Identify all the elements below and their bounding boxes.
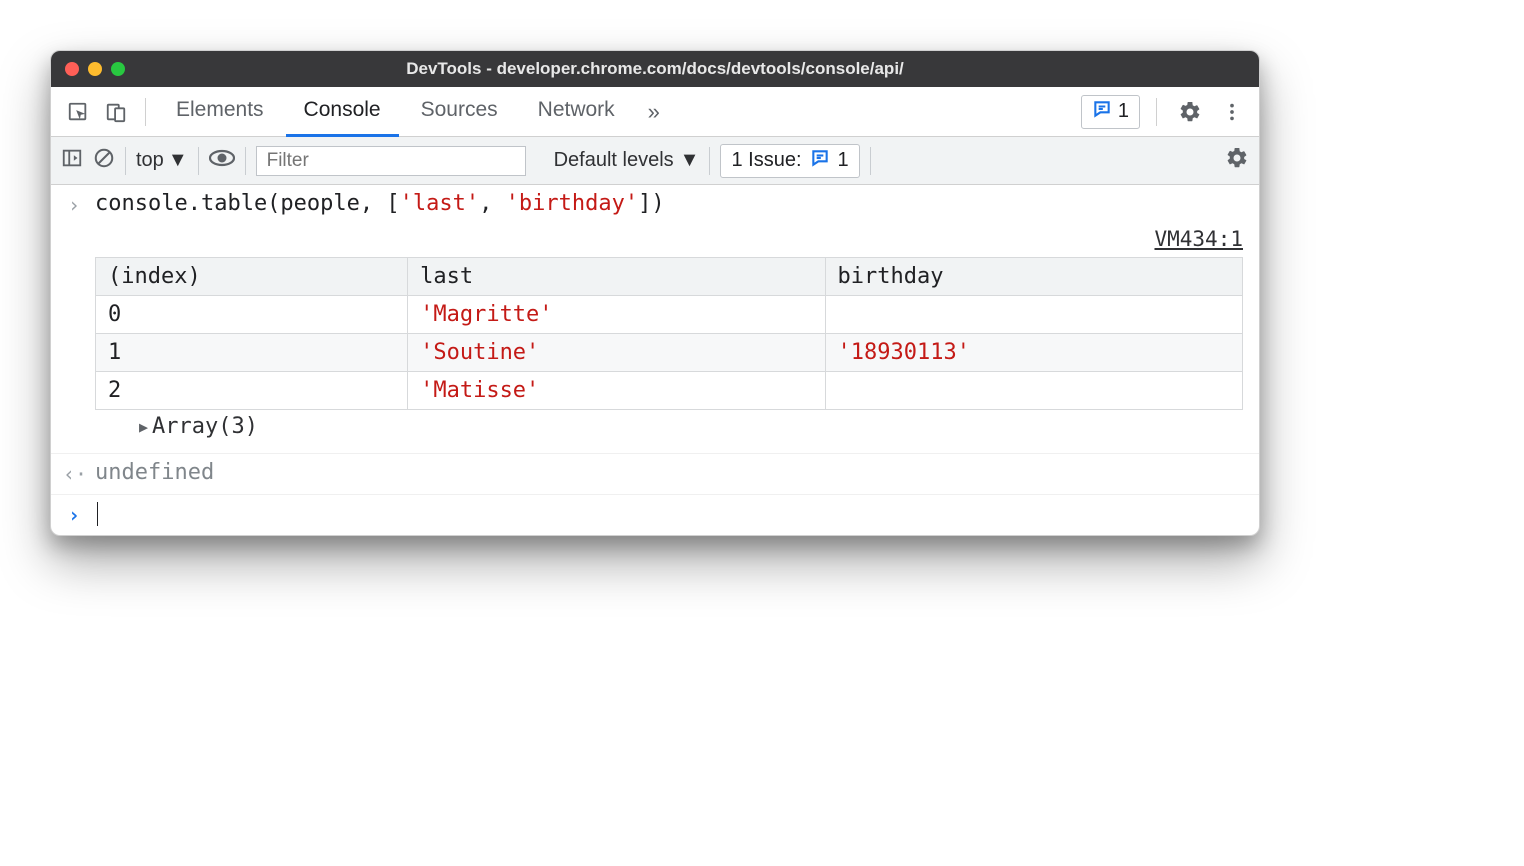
console-output: › console.table(people, ['last', 'birthd…: [51, 185, 1259, 535]
issues-chip[interactable]: 1: [1081, 95, 1140, 129]
context-label: top: [136, 149, 164, 172]
filter-input[interactable]: [256, 146, 526, 176]
window-controls: [65, 62, 125, 76]
col-last[interactable]: last: [408, 258, 825, 296]
console-table-output: (index) last birthday 0 'Magritte' 1 'So…: [51, 257, 1259, 454]
divider: [145, 98, 146, 126]
device-toolbar-icon[interactable]: [99, 95, 133, 129]
issues-chip-count: 1: [1118, 100, 1129, 123]
expand-triangle-icon[interactable]: ▶: [139, 418, 148, 436]
divider: [245, 147, 246, 175]
issues-label: 1 Issue:: [731, 149, 801, 172]
tab-console[interactable]: Console: [286, 87, 399, 137]
issues-button[interactable]: 1 Issue: 1: [720, 144, 859, 178]
prompt-input[interactable]: [95, 501, 1249, 526]
divider: [125, 147, 126, 175]
array-summary[interactable]: ▶ Array(3): [95, 410, 1243, 447]
close-window-button[interactable]: [65, 62, 79, 76]
divider: [198, 147, 199, 175]
data-table: (index) last birthday 0 'Magritte' 1 'So…: [95, 257, 1243, 410]
chat-icon: [810, 148, 830, 174]
live-expression-icon[interactable]: [209, 149, 235, 173]
tabs-overflow-button[interactable]: »: [637, 99, 671, 125]
cell-index: 1: [96, 334, 408, 372]
settings-icon[interactable]: [1173, 95, 1207, 129]
cell-last: 'Matisse': [408, 372, 825, 410]
cell-index: 0: [96, 296, 408, 334]
devtools-window: DevTools - developer.chrome.com/docs/dev…: [50, 50, 1260, 536]
console-toolbar: top ▼ Default levels ▼ 1 Issue: 1: [51, 137, 1259, 185]
log-levels-selector[interactable]: Default levels ▼: [554, 149, 700, 172]
table-row[interactable]: 2 'Matisse': [96, 372, 1243, 410]
minimize-window-button[interactable]: [88, 62, 102, 76]
main-tabbar: Elements Console Sources Network » 1: [51, 87, 1259, 137]
cell-birthday: '18930113': [825, 334, 1242, 372]
console-settings-icon[interactable]: [1225, 146, 1249, 176]
cell-index: 2: [96, 372, 408, 410]
chat-icon: [1092, 99, 1112, 125]
output-chevron-icon: ‹·: [63, 460, 85, 488]
cell-last: 'Soutine': [408, 334, 825, 372]
divider: [870, 147, 871, 175]
context-selector[interactable]: top ▼: [136, 149, 188, 172]
sidebar-toggle-icon[interactable]: [61, 147, 83, 175]
input-chevron-icon: ›: [63, 191, 85, 219]
source-link[interactable]: VM434:1: [51, 225, 1259, 257]
dropdown-icon: ▼: [680, 149, 700, 172]
window-title: DevTools - developer.chrome.com/docs/dev…: [51, 59, 1259, 79]
return-value: undefined: [95, 460, 1249, 485]
console-prompt[interactable]: ›: [51, 495, 1259, 535]
cell-birthday: [825, 296, 1242, 334]
tab-elements[interactable]: Elements: [158, 87, 282, 137]
more-icon[interactable]: [1215, 95, 1249, 129]
table-row[interactable]: 1 'Soutine' '18930113': [96, 334, 1243, 372]
tab-sources[interactable]: Sources: [403, 87, 516, 137]
divider: [1156, 98, 1157, 126]
console-command: console.table(people, ['last', 'birthday…: [95, 191, 1249, 216]
titlebar: DevTools - developer.chrome.com/docs/dev…: [51, 51, 1259, 87]
cell-last: 'Magritte': [408, 296, 825, 334]
divider: [709, 147, 710, 175]
array-summary-text: Array(3): [152, 414, 258, 439]
tab-network[interactable]: Network: [520, 87, 633, 137]
clear-console-icon[interactable]: [93, 147, 115, 175]
prompt-chevron-icon: ›: [63, 501, 85, 529]
dropdown-icon: ▼: [168, 149, 188, 172]
console-input-echo: › console.table(people, ['last', 'birthd…: [51, 185, 1259, 225]
issues-count: 1: [838, 149, 849, 172]
inspect-element-icon[interactable]: [61, 95, 95, 129]
col-birthday[interactable]: birthday: [825, 258, 1242, 296]
cell-birthday: [825, 372, 1242, 410]
zoom-window-button[interactable]: [111, 62, 125, 76]
levels-label: Default levels: [554, 149, 674, 172]
col-index[interactable]: (index): [96, 258, 408, 296]
caret: [97, 502, 98, 526]
table-row[interactable]: 0 'Magritte': [96, 296, 1243, 334]
tabbar-right: 1: [1081, 95, 1249, 129]
console-return-row: ‹· undefined: [51, 454, 1259, 495]
